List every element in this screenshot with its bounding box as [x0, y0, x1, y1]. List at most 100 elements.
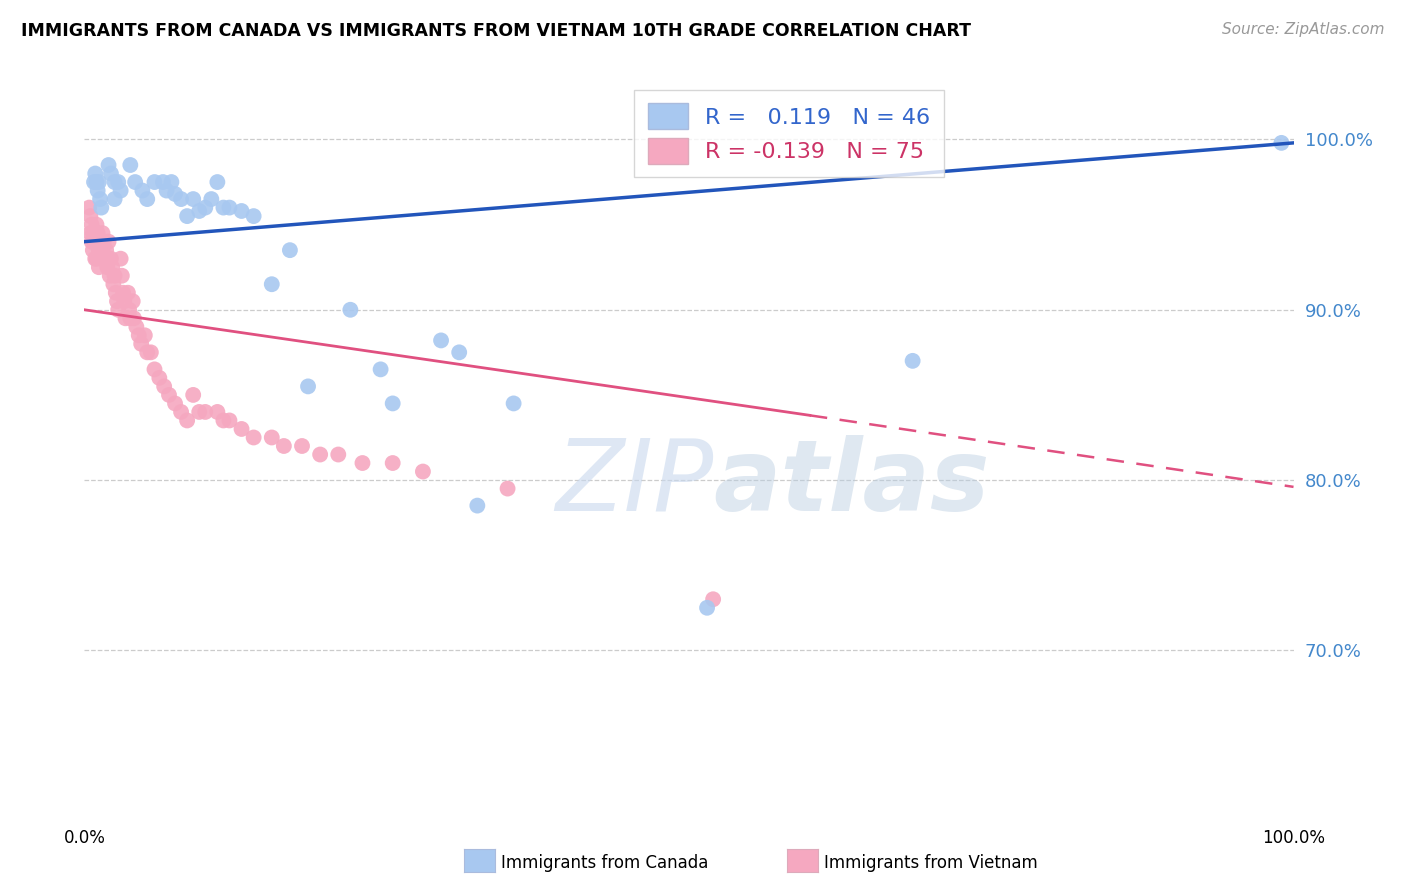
- Text: Immigrants from Vietnam: Immigrants from Vietnam: [824, 854, 1038, 871]
- Point: [94, 243, 117, 257]
- Point: [86, 175, 108, 189]
- Point: [176, 209, 198, 223]
- Point: [176, 413, 198, 427]
- Point: [121, 294, 143, 309]
- Point: [260, 430, 283, 444]
- Point: [125, 319, 148, 334]
- Point: [212, 413, 235, 427]
- Point: [104, 268, 127, 283]
- Point: [83, 175, 105, 189]
- Point: [273, 439, 295, 453]
- Point: [91, 243, 114, 257]
- Point: [148, 371, 170, 385]
- Point: [260, 277, 283, 292]
- Point: [170, 192, 193, 206]
- Point: [370, 362, 392, 376]
- Text: atlas: atlas: [713, 435, 990, 532]
- Point: [200, 192, 222, 206]
- Point: [97, 235, 120, 249]
- Point: [449, 345, 471, 359]
- Point: [207, 405, 229, 419]
- Point: [103, 277, 125, 292]
- Point: [143, 175, 166, 189]
- Point: [97, 252, 120, 266]
- Point: [112, 294, 135, 309]
- Point: [86, 252, 108, 266]
- Point: [120, 158, 142, 172]
- Point: [170, 405, 193, 419]
- Point: [104, 192, 127, 206]
- Point: [136, 192, 159, 206]
- Point: [430, 334, 453, 348]
- Point: [110, 252, 132, 266]
- Point: [111, 268, 134, 283]
- Point: [165, 396, 187, 410]
- Point: [84, 252, 107, 266]
- Point: [165, 186, 187, 201]
- Point: [77, 201, 100, 215]
- Point: [96, 260, 118, 275]
- Point: [381, 396, 404, 410]
- Point: [139, 345, 162, 359]
- Text: Immigrants from Canada: Immigrants from Canada: [501, 854, 707, 871]
- Point: [129, 336, 152, 351]
- Point: [143, 362, 166, 376]
- Point: [194, 201, 217, 215]
- Point: [90, 201, 112, 215]
- Point: [114, 311, 136, 326]
- Point: [291, 439, 314, 453]
- Point: [136, 345, 159, 359]
- Point: [467, 499, 489, 513]
- Point: [83, 235, 105, 249]
- Point: [242, 209, 264, 223]
- Point: [97, 158, 120, 172]
- Point: [124, 175, 146, 189]
- Point: [155, 184, 177, 198]
- Point: [242, 430, 264, 444]
- Point: [194, 405, 217, 419]
- Point: [87, 243, 110, 257]
- Point: [702, 592, 724, 607]
- Point: [89, 235, 111, 249]
- Point: [297, 379, 319, 393]
- Point: [131, 184, 153, 198]
- Point: [100, 167, 122, 181]
- Point: [80, 235, 103, 249]
- Point: [112, 285, 135, 300]
- Point: [107, 302, 129, 317]
- Point: [100, 252, 122, 266]
- Point: [107, 175, 129, 189]
- Point: [128, 328, 150, 343]
- Point: [309, 448, 332, 462]
- Point: [1270, 136, 1292, 150]
- Point: [339, 302, 361, 317]
- Point: [496, 482, 519, 496]
- Point: [901, 354, 924, 368]
- Text: IMMIGRANTS FROM CANADA VS IMMIGRANTS FROM VIETNAM 10TH GRADE CORRELATION CHART: IMMIGRANTS FROM CANADA VS IMMIGRANTS FRO…: [21, 22, 972, 40]
- Point: [207, 175, 229, 189]
- Text: ZIP: ZIP: [555, 435, 713, 532]
- Point: [82, 226, 104, 240]
- Point: [79, 209, 101, 223]
- Text: Source: ZipAtlas.com: Source: ZipAtlas.com: [1222, 22, 1385, 37]
- Point: [352, 456, 374, 470]
- Point: [82, 243, 104, 257]
- Point: [181, 388, 204, 402]
- Point: [153, 379, 176, 393]
- Point: [188, 405, 211, 419]
- Point: [696, 600, 718, 615]
- Point: [118, 302, 141, 317]
- Point: [231, 204, 253, 219]
- Point: [86, 226, 108, 240]
- Point: [110, 184, 132, 198]
- Point: [101, 260, 124, 275]
- Point: [87, 260, 110, 275]
- Point: [84, 167, 107, 181]
- Point: [86, 218, 108, 232]
- Point: [160, 175, 183, 189]
- Point: [90, 252, 112, 266]
- Point: [86, 184, 108, 198]
- Point: [152, 175, 174, 189]
- Point: [105, 294, 128, 309]
- Point: [89, 192, 111, 206]
